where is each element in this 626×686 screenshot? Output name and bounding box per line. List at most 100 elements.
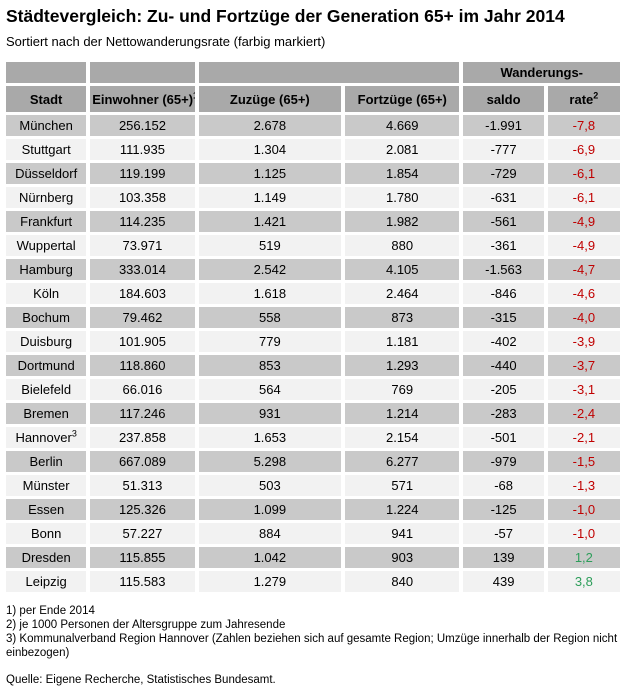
city-cell: München (6, 115, 87, 136)
table-row: Hamburg 333.014 2.542 4.105 -1.563 -4,7 (6, 259, 620, 280)
einwohner-cell: 237.858 (90, 427, 195, 448)
zuzuege-cell: 503 (198, 475, 342, 496)
group-header-wanderungs: Wanderungs- (463, 62, 620, 83)
fortzuege-cell: 1.854 (345, 163, 460, 184)
page-title: Städtevergleich: Zu- und Fortzüge der Ge… (6, 6, 565, 26)
rate-cell: -2,4 (547, 403, 620, 424)
saldo-cell: -125 (463, 499, 544, 520)
rate-cell: -4,6 (547, 283, 620, 304)
zuzuege-cell: 1.125 (198, 163, 342, 184)
city-cell: Bonn (6, 523, 87, 544)
saldo-cell: -315 (463, 307, 544, 328)
city-cell: Bremen (6, 403, 87, 424)
rate-cell: -4,7 (547, 259, 620, 280)
group-header-row: Wanderungs- (6, 62, 620, 83)
source-line: Quelle: Eigene Recherche, Statistisches … (6, 674, 276, 686)
fortzuege-cell: 873 (345, 307, 460, 328)
rate-cell: -1,5 (547, 451, 620, 472)
fortzuege-cell: 4.669 (345, 115, 460, 136)
fortzuege-cell: 941 (345, 523, 460, 544)
footnote-ref: 1 (193, 90, 195, 100)
city-cell: Hamburg (6, 259, 87, 280)
fortzuege-cell: 2.081 (345, 139, 460, 160)
city-cell: Düsseldorf (6, 163, 87, 184)
saldo-cell: -631 (463, 187, 544, 208)
table-row: Wuppertal 73.971 519 880 -361 -4,9 (6, 235, 620, 256)
footnote-ref: 2 (593, 90, 599, 101)
city-cell: Duisburg (6, 331, 87, 352)
einwohner-cell: 103.358 (90, 187, 195, 208)
fortzuege-cell: 769 (345, 379, 460, 400)
einwohner-cell: 118.860 (90, 355, 195, 376)
fortzuege-cell: 1.293 (345, 355, 460, 376)
table-row: Düsseldorf 119.199 1.125 1.854 -729 -6,1 (6, 163, 620, 184)
saldo-cell: -205 (463, 379, 544, 400)
saldo-cell: 439 (463, 571, 544, 592)
table-row: Essen 125.326 1.099 1.224 -125 -1,0 (6, 499, 620, 520)
rate-cell: -4,9 (547, 211, 620, 232)
einwohner-cell: 57.227 (90, 523, 195, 544)
einwohner-cell: 119.199 (90, 163, 195, 184)
saldo-cell: -1.563 (463, 259, 544, 280)
fortzuege-cell: 2.464 (345, 283, 460, 304)
group-header-spacer-moves (198, 62, 460, 83)
footnote-ref: 3 (71, 428, 77, 439)
saldo-cell: -402 (463, 331, 544, 352)
rate-cell: -6,9 (547, 139, 620, 160)
fortzuege-cell: 1.780 (345, 187, 460, 208)
fortzuege-cell: 6.277 (345, 451, 460, 472)
city-cell: Nürnberg (6, 187, 87, 208)
zuzuege-cell: 519 (198, 235, 342, 256)
zuzuege-cell: 1.304 (198, 139, 342, 160)
zuzuege-cell: 2.542 (198, 259, 342, 280)
fortzuege-cell: 1.214 (345, 403, 460, 424)
einwohner-cell: 125.326 (90, 499, 195, 520)
city-cell: Dortmund (6, 355, 87, 376)
einwohner-cell: 667.089 (90, 451, 195, 472)
city-cell: Leipzig (6, 571, 87, 592)
saldo-cell: -501 (463, 427, 544, 448)
saldo-cell: -57 (463, 523, 544, 544)
zuzuege-cell: 1.149 (198, 187, 342, 208)
zuzuege-cell: 2.678 (198, 115, 342, 136)
zuzuege-cell: 558 (198, 307, 342, 328)
einwohner-cell: 184.603 (90, 283, 195, 304)
city-cell: Essen (6, 499, 87, 520)
rate-cell: -3,1 (547, 379, 620, 400)
zuzuege-cell: 1.042 (198, 547, 342, 568)
rate-cell: -3,9 (547, 331, 620, 352)
zuzuege-cell: 564 (198, 379, 342, 400)
saldo-cell: -979 (463, 451, 544, 472)
city-cell: Köln (6, 283, 87, 304)
table-body: München 256.152 2.678 4.669 -1.991 -7,8 Stuttg… (6, 115, 620, 592)
einwohner-cell: 73.971 (90, 235, 195, 256)
rate-cell: -4,9 (547, 235, 620, 256)
saldo-cell: -1.991 (463, 115, 544, 136)
einwohner-cell: 79.462 (90, 307, 195, 328)
table-row: Bremen 117.246 931 1.214 -283 -2,4 (6, 403, 620, 424)
col-header-einwohner: Einwohner (65+)1 (90, 86, 195, 112)
fortzuege-cell: 903 (345, 547, 460, 568)
einwohner-cell: 66.016 (90, 379, 195, 400)
group-header-spacer-einwohner (90, 62, 195, 83)
city-cell: Berlin (6, 451, 87, 472)
city-cell: Bochum (6, 307, 87, 328)
saldo-cell: 139 (463, 547, 544, 568)
zuzuege-cell: 1.421 (198, 211, 342, 232)
table-row: Nürnberg 103.358 1.149 1.780 -631 -6,1 (6, 187, 620, 208)
table-row: Stuttgart 111.935 1.304 2.081 -777 -6,9 (6, 139, 620, 160)
rate-cell: -6,1 (547, 187, 620, 208)
table-row: Frankfurt 114.235 1.421 1.982 -561 -4,9 (6, 211, 620, 232)
einwohner-cell: 256.152 (90, 115, 195, 136)
fortzuege-cell: 4.105 (345, 259, 460, 280)
saldo-cell: -68 (463, 475, 544, 496)
zuzuege-cell: 884 (198, 523, 342, 544)
saldo-cell: -561 (463, 211, 544, 232)
col-header-rate: rate2 (547, 86, 620, 112)
rate-cell: 3,8 (547, 571, 620, 592)
city-cell: Bielefeld (6, 379, 87, 400)
footnote-2: 2) je 1000 Personen der Altersgruppe zum… (6, 619, 286, 631)
einwohner-cell: 117.246 (90, 403, 195, 424)
saldo-cell: -846 (463, 283, 544, 304)
rate-cell: -6,1 (547, 163, 620, 184)
